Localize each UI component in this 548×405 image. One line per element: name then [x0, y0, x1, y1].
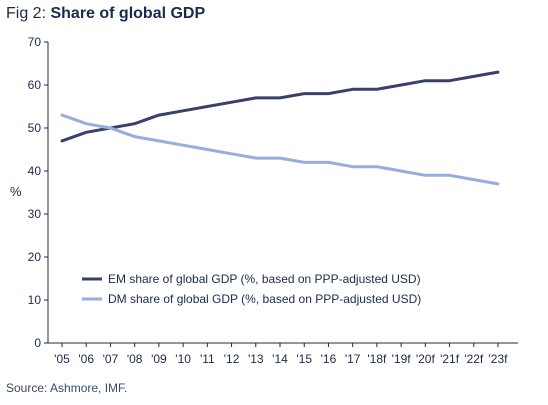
x-tick-label: '06: [78, 352, 94, 366]
y-tick-label: 10: [28, 293, 42, 307]
x-tick-label: '23f: [489, 352, 509, 366]
y-axis-label: %: [10, 184, 22, 199]
y-tick-labels: 0 10 20 30 40 50 60 70: [28, 35, 42, 350]
x-tick-label: '17: [345, 352, 361, 366]
x-tick-label: '20f: [416, 352, 436, 366]
y-tick-label: 60: [28, 78, 42, 92]
legend: EM share of global GDP (%, based on PPP-…: [82, 272, 421, 306]
y-tick-label: 50: [28, 121, 42, 135]
x-tick-label: '22f: [464, 352, 484, 366]
source-note: Source: Ashmore, IMF.: [6, 381, 128, 395]
x-tick-label: '09: [151, 352, 167, 366]
y-tick-label: 40: [28, 164, 42, 178]
series-lines: [60, 70, 500, 186]
x-tick-label: '13: [248, 352, 264, 366]
x-tick-label: '05: [54, 352, 70, 366]
x-tick-label: '08: [127, 352, 143, 366]
em-series-line: [60, 70, 500, 143]
figure-title-text: Share of global GDP: [50, 5, 206, 22]
x-tick-label: '16: [321, 352, 337, 366]
x-tick-label: '07: [103, 352, 119, 366]
dm-series-line: [60, 113, 500, 186]
x-tick-label: '14: [272, 352, 288, 366]
em-legend-label: EM share of global GDP (%, based on PPP-…: [108, 272, 421, 286]
y-tick-label: 0: [34, 336, 41, 350]
dm-legend-label: DM share of global GDP (%, based on PPP-…: [108, 292, 421, 306]
x-tick-label: '21f: [440, 352, 460, 366]
axes: [44, 41, 518, 347]
y-tick-label: 20: [28, 250, 42, 264]
x-tick-label: '12: [224, 352, 240, 366]
x-tick-labels: '05 '06 '07 '08 '09 '10 '11 '12 '13 '14 '15 '16 '17 '…: [54, 352, 508, 366]
figure-title: Fig 2: Share of global GDP: [6, 4, 205, 24]
x-tick-label: '11: [200, 352, 215, 366]
figure-number: Fig 2:: [6, 5, 51, 22]
x-tick-label: '15: [296, 352, 312, 366]
y-tick-label: 70: [28, 35, 42, 49]
x-tick-label: '18f: [367, 352, 387, 366]
x-tick-label: '10: [175, 352, 191, 366]
y-tick-label: 30: [28, 207, 42, 221]
x-tick-label: '19f: [392, 352, 412, 366]
